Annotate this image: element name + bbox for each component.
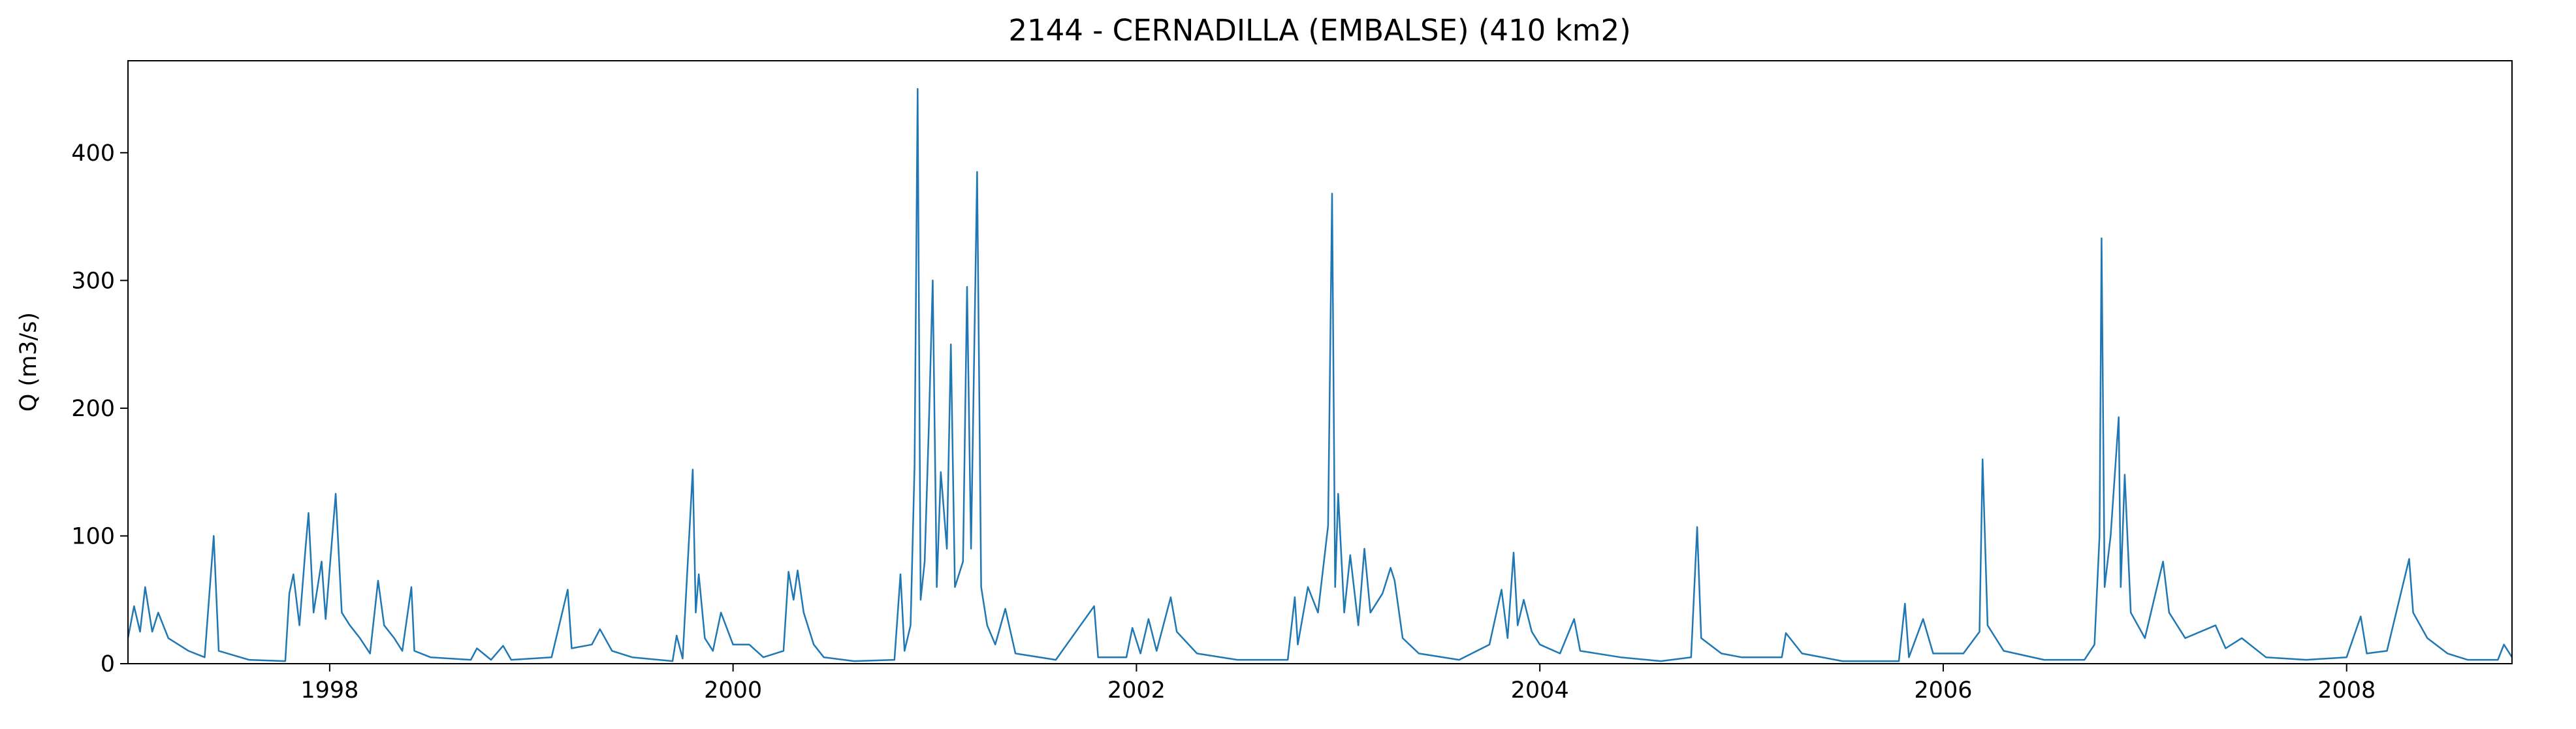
x-tick-label: 2006 xyxy=(1914,677,1972,704)
flow-line xyxy=(127,88,2513,662)
y-tick-label: 200 xyxy=(71,396,115,422)
x-tick-label: 2002 xyxy=(1107,677,1166,704)
x-tick-label: 2000 xyxy=(704,677,762,704)
plot-frame xyxy=(127,60,2513,664)
x-tick-label: 2008 xyxy=(2317,677,2376,704)
y-tick-label: 100 xyxy=(71,523,115,549)
y-axis-label: Q (m3/s) xyxy=(16,312,42,412)
x-tick-label: 1998 xyxy=(300,677,358,704)
y-tick-label: 400 xyxy=(71,140,115,167)
y-tick-label: 0 xyxy=(101,651,115,677)
y-tick-label: 300 xyxy=(71,268,115,294)
chart-title: 2144 - CERNADILLA (EMBALSE) (410 km2) xyxy=(1008,13,1630,48)
x-tick-label: 2004 xyxy=(1511,677,1569,704)
